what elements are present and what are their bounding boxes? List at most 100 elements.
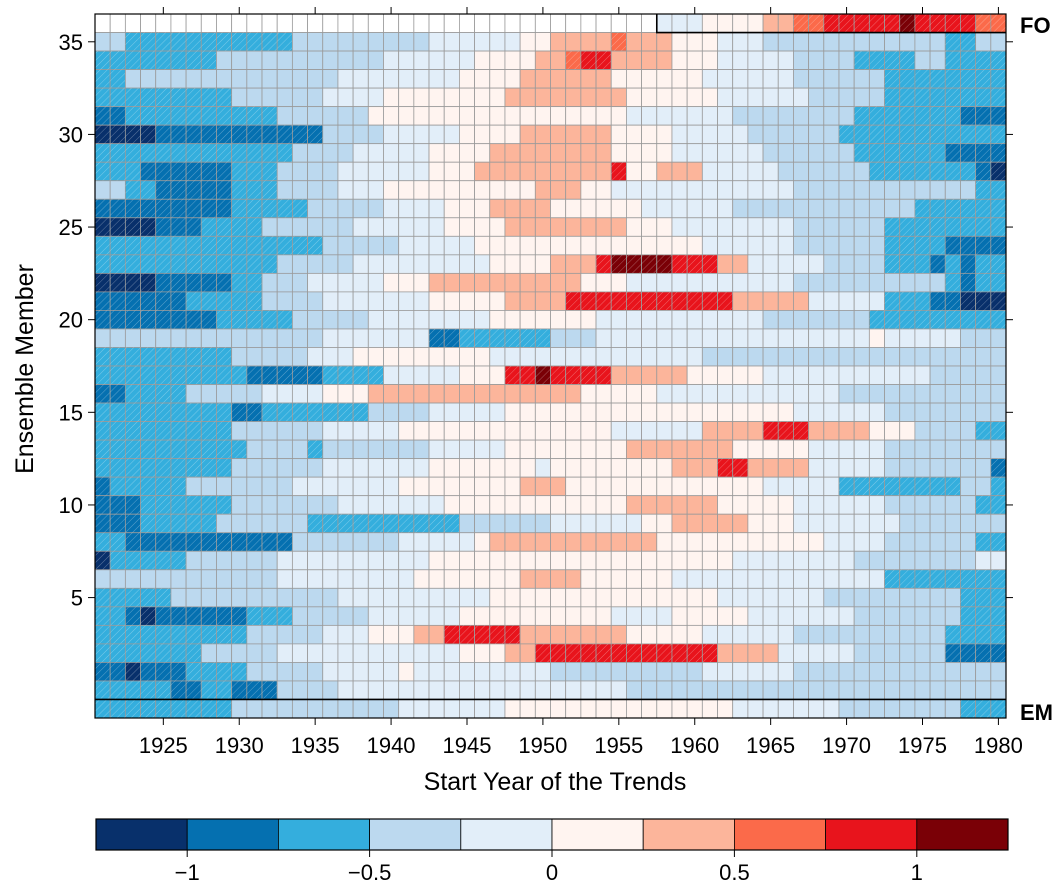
- heatmap-cell: [383, 402, 400, 422]
- heatmap-cell: [656, 328, 673, 348]
- heatmap-cell: [808, 272, 825, 293]
- heatmap-cell: [899, 680, 916, 700]
- heatmap-cell: [747, 180, 764, 200]
- significance-hatch: [231, 162, 247, 181]
- heatmap-cell: [398, 680, 415, 700]
- heatmap-cell: [701, 180, 718, 200]
- significance-hatch: [869, 106, 885, 126]
- heatmap-cell: [474, 606, 491, 626]
- heatmap-cell: [747, 50, 764, 70]
- heatmap-cell: [671, 143, 688, 163]
- heatmap-cell: [641, 198, 658, 219]
- heatmap-cell: [565, 69, 582, 89]
- heatmap-cell: [565, 699, 582, 719]
- heatmap-cell: [322, 699, 339, 719]
- heatmap-cell: [367, 680, 384, 700]
- heatmap-cell: [291, 180, 308, 200]
- significance-hatch: [201, 143, 217, 163]
- heatmap-cell: [428, 476, 445, 497]
- heatmap-cell: [428, 569, 445, 589]
- heatmap-cell: [580, 69, 597, 89]
- heatmap-cell: [838, 421, 855, 441]
- heatmap-cell: [762, 272, 779, 293]
- heatmap-cell: [322, 32, 339, 52]
- heatmap-cell: [580, 328, 597, 348]
- significance-hatch: [307, 125, 323, 144]
- heatmap-cell: [595, 624, 612, 645]
- heatmap-cell: [580, 13, 597, 33]
- significance-hatch: [869, 125, 885, 144]
- significance-hatch: [231, 32, 247, 52]
- heatmap-cell: [626, 513, 642, 534]
- heatmap-cell: [762, 643, 779, 663]
- significance-hatch: [960, 625, 976, 644]
- significance-hatch: [990, 88, 1006, 107]
- heatmap-cell: [322, 106, 339, 126]
- heatmap-cell: [610, 106, 627, 126]
- heatmap-cell: [762, 198, 779, 219]
- heatmap-cell: [671, 402, 688, 422]
- heatmap-cell: [701, 532, 718, 552]
- heatmap-cell: [580, 513, 597, 534]
- significance-hatch: [155, 291, 171, 311]
- heatmap-cell: [352, 50, 369, 70]
- heatmap-cell: [231, 699, 248, 719]
- heatmap-cell: [428, 495, 445, 515]
- heatmap-cell: [337, 235, 354, 256]
- heatmap-cell: [777, 272, 794, 293]
- significance-hatch: [110, 680, 126, 700]
- heatmap-cell: [899, 32, 916, 52]
- heatmap-cell: [413, 680, 430, 700]
- significance-hatch: [201, 403, 217, 422]
- heatmap-cell: [474, 235, 491, 256]
- heatmap-cell: [367, 550, 384, 571]
- significance-hatch: [186, 180, 202, 200]
- heatmap-cell: [747, 106, 764, 126]
- heatmap-cell: [246, 347, 263, 367]
- heatmap-cell: [383, 458, 400, 478]
- heatmap-cell: [929, 32, 946, 52]
- significance-hatch: [140, 273, 156, 292]
- heatmap-cell: [398, 32, 415, 52]
- heatmap-cell: [458, 662, 475, 682]
- heatmap-cell: [777, 32, 794, 52]
- heatmap-cell: [701, 606, 718, 626]
- heatmap-cell: [641, 32, 658, 52]
- heatmap-cell: [777, 513, 794, 534]
- heatmap-cell: [944, 347, 961, 367]
- heatmap-cell: [732, 587, 749, 608]
- heatmap-cell: [383, 643, 400, 663]
- heatmap-cell: [868, 699, 885, 719]
- significance-hatch: [155, 366, 171, 385]
- heatmap-cell: [565, 569, 582, 589]
- heatmap-cell: [717, 569, 734, 589]
- heatmap-cell: [732, 217, 749, 237]
- heatmap-cell: [519, 402, 536, 422]
- significance-hatch: [246, 310, 263, 329]
- heatmap-cell: [322, 550, 339, 571]
- heatmap-cell: [899, 513, 916, 534]
- heatmap-cell: [322, 643, 339, 663]
- heatmap-cell: [960, 458, 977, 478]
- significance-hatch: [125, 32, 141, 52]
- heatmap-cell: [701, 87, 718, 108]
- heatmap-cell: [398, 439, 415, 460]
- heatmap-cell: [261, 587, 278, 608]
- significance-hatch: [186, 310, 202, 329]
- heatmap-cell: [398, 235, 415, 256]
- heatmap-cell: [701, 272, 718, 293]
- heatmap-cell: [686, 569, 703, 589]
- heatmap-cell: [246, 328, 263, 348]
- significance-hatch: [140, 514, 156, 533]
- heatmap-cell: [352, 13, 369, 33]
- significance-hatch: [899, 477, 915, 496]
- heatmap-cell: [246, 69, 263, 89]
- heatmap-cell: [367, 106, 384, 126]
- heatmap-cell: [762, 384, 779, 404]
- heatmap-cell: [291, 143, 308, 163]
- heatmap-cell: [610, 513, 627, 534]
- heatmap-cell: [717, 495, 734, 515]
- significance-hatch: [884, 310, 900, 329]
- heatmap-cell: [929, 439, 946, 460]
